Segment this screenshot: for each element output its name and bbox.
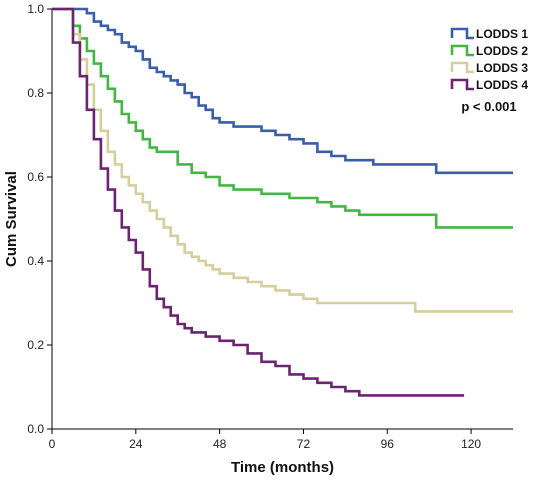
x-tick-label: 0: [49, 437, 56, 451]
legend-swatch-3: [450, 61, 474, 74]
y-tick-label: 0.2: [27, 338, 44, 352]
series-line-2: [52, 7, 513, 229]
axes: 0.0 0.2 0.4 0.6 0.8 1.0 0 24 48 72 96 120: [27, 2, 513, 451]
x-tick-label: 24: [129, 437, 143, 451]
y-tick-label: 1.0: [27, 2, 44, 16]
y-tick-label: 0.0: [27, 422, 44, 436]
y-tick-label: 0.4: [27, 254, 44, 268]
legend-swatch-4: [450, 78, 474, 91]
x-tick-label: 96: [381, 437, 395, 451]
legend-swatch-1: [450, 27, 474, 40]
series-line-3: [52, 7, 513, 313]
x-axis-title: Time (months): [231, 459, 334, 476]
legend-label-2: LODDS 2: [476, 44, 528, 58]
x-tick-label: 72: [297, 437, 311, 451]
p-value-annotation: p < 0.001: [461, 99, 516, 114]
legend-swatch-2: [450, 44, 474, 57]
series-lines: [52, 7, 513, 397]
legend-label-3: LODDS 3: [476, 61, 528, 75]
x-tick-label: 48: [213, 437, 227, 451]
y-tick-label: 0.6: [27, 170, 44, 184]
series-line-1: [52, 7, 513, 175]
series-line-4: [52, 7, 465, 397]
legend-label-4: LODDS 4: [476, 78, 528, 92]
legend-label-1: LODDS 1: [476, 27, 528, 41]
x-tick-label: 120: [461, 437, 481, 451]
legend: LODDS 1 LODDS 2 LODDS 3 LODDS 4: [450, 27, 528, 92]
y-axis-title: Cum Survival: [3, 171, 20, 267]
y-tick-label: 0.8: [27, 86, 44, 100]
